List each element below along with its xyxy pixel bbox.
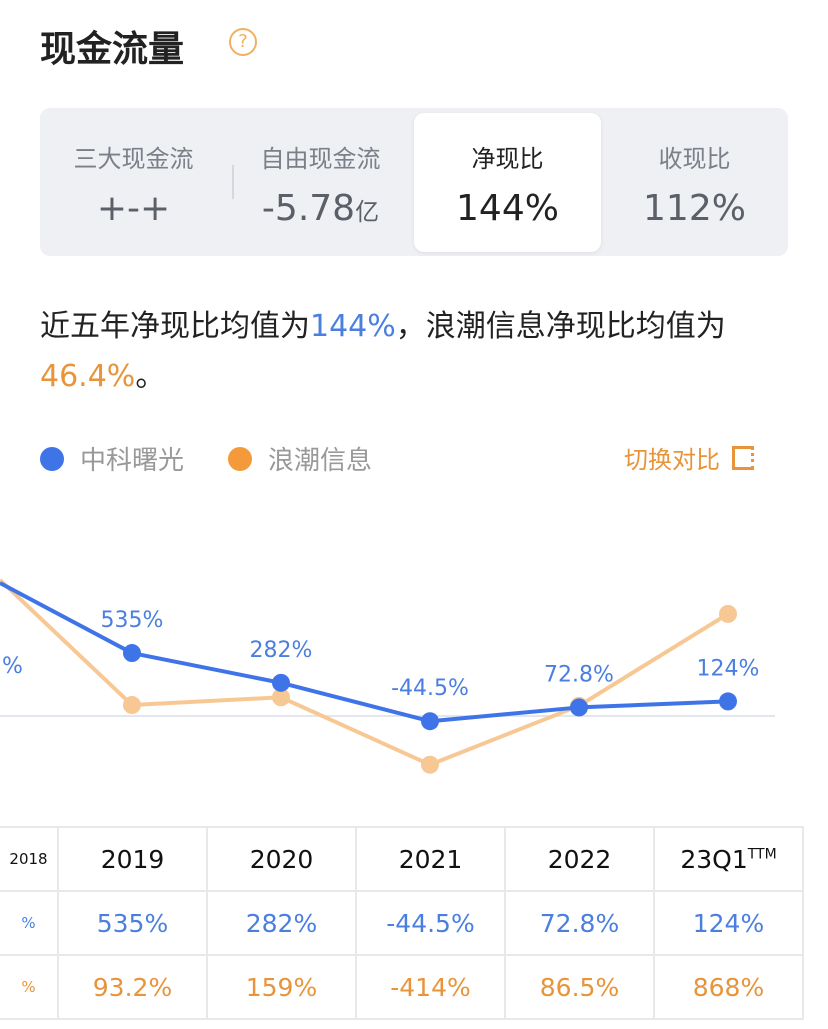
line-chart: % 535% 282% -44.5% 72.8% 124% [0, 578, 775, 774]
tab-value: +-+ [96, 188, 171, 229]
tab-value: 112% [643, 188, 746, 229]
tab-cash-revenue-ratio[interactable]: 收现比 112% [601, 113, 788, 252]
table-header-2020: 2020 [206, 826, 357, 892]
table-cell: 159% [206, 954, 357, 1020]
data-point [123, 696, 141, 715]
data-point [719, 692, 737, 711]
tab-net-cash-ratio[interactable]: 净现比 144% [414, 113, 601, 252]
data-label: -44.5% [391, 676, 469, 701]
data-point [272, 688, 290, 707]
table-cell: -414% [355, 954, 506, 1020]
tab-value: -5.78 [261, 188, 356, 229]
table-cell: 124% [653, 890, 804, 956]
page-title: 现金流量 [40, 29, 185, 70]
data-point [123, 644, 141, 663]
table-cell: 86.5% [504, 954, 655, 1020]
series-line-1 [0, 578, 730, 767]
legend-dot [228, 446, 252, 471]
tab-label: 净现比 [471, 145, 544, 173]
divider [232, 165, 234, 199]
data-point [421, 712, 439, 731]
data-label: % [2, 654, 23, 679]
legend-item-inspur: 浪潮信息 [228, 440, 372, 477]
tab-free-cashflow[interactable]: 自由现金流 -5.78亿 [227, 113, 414, 252]
table-cell: 93.2% [57, 954, 208, 1020]
data-label: 282% [250, 638, 313, 663]
series-line-0 [0, 581, 729, 724]
peer-avg-value: 46.4% [40, 359, 136, 394]
table-header-23Q1: 23Q1TTM [653, 826, 804, 892]
data-point [570, 698, 588, 717]
table-cell: 868% [653, 954, 804, 1020]
question-circle-icon[interactable]: ? [229, 28, 257, 56]
data-point [421, 755, 439, 774]
switch-compare-icon [732, 445, 754, 470]
avg-value: 144% [310, 309, 396, 344]
table-cell: % [0, 890, 59, 956]
legend-item-sugon: 中科曙光 [40, 440, 184, 477]
metric-tabs: 三大现金流 +-+ 自由现金流 -5.78亿 净现比 144% 收现比 112% [40, 108, 788, 256]
tab-label: 自由现金流 [260, 145, 381, 173]
data-point [272, 673, 290, 692]
data-label: 72.8% [544, 662, 614, 687]
data-point [719, 604, 737, 623]
summary-text: 近五年净现比均值为144%，浪潮信息净现比均值为46.4%。 [40, 309, 726, 394]
table-cell: 535% [57, 890, 208, 956]
table-header-2019: 2019 [57, 826, 208, 892]
tab-value: 144% [456, 188, 559, 229]
tab-label: 三大现金流 [73, 145, 194, 173]
data-label: 535% [101, 608, 164, 633]
tab-three-cashflows[interactable]: 三大现金流 +-+ [40, 113, 227, 252]
data-label: 124% [697, 656, 760, 681]
table-cell: 72.8% [504, 890, 655, 956]
table-cell: -44.5% [355, 890, 506, 956]
data-table: 2018 2019 2020 2021 2022 23Q1TTM % 535% 282% -44… [0, 826, 804, 1020]
table-cell: % [0, 954, 59, 1020]
tab-unit: 亿 [355, 198, 380, 226]
table-header-2022: 2022 [504, 826, 655, 892]
table-cell: 282% [206, 890, 357, 956]
legend-dot [40, 446, 64, 471]
switch-compare-button[interactable]: 切换对比 [624, 440, 754, 475]
tab-label: 收现比 [658, 145, 731, 173]
table-header-2021: 2021 [355, 826, 506, 892]
table-header-2018: 2018 [0, 826, 59, 892]
